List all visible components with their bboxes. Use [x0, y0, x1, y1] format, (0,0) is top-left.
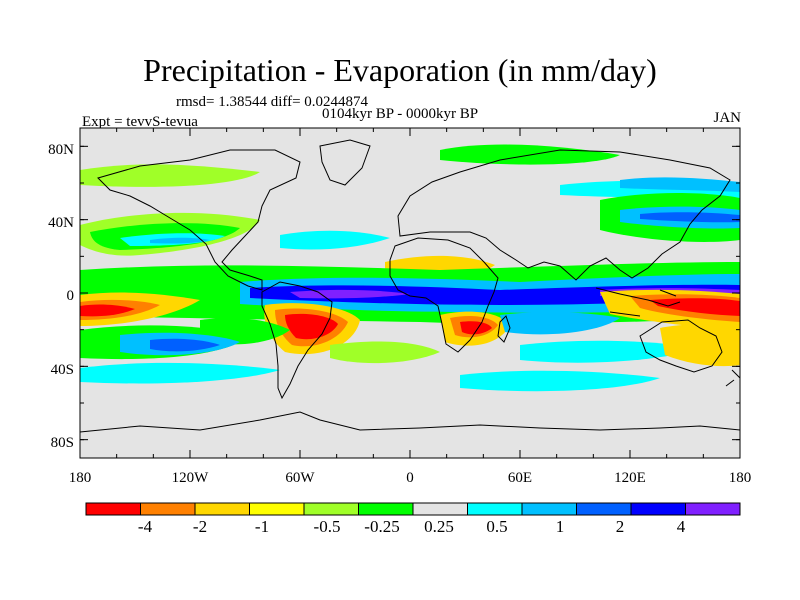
- coastline-south-america: [261, 281, 333, 400]
- colorbar-box: [576, 502, 632, 516]
- colorbar-box: [140, 502, 196, 516]
- coastline-indonesia: [595, 287, 681, 317]
- x-tick-label: 120W: [172, 470, 210, 486]
- colorbar-box: [685, 502, 741, 516]
- pe-patch: [150, 237, 210, 244]
- pe-field: [80, 144, 740, 392]
- coastline-greenland: [319, 139, 371, 186]
- experiment-label: Expt = tevvS-tevua: [82, 114, 198, 130]
- coastline-north-america: [97, 149, 301, 291]
- colorbar-box: [467, 502, 523, 516]
- period-subtitle: 0104kyr BP - 0000kyr BP: [322, 106, 479, 122]
- colorbar-box: [85, 502, 141, 516]
- colorbar-box: [194, 502, 250, 516]
- x-tick-label: 120E: [614, 470, 646, 486]
- coastline-eurasia: [397, 149, 731, 281]
- stats-subtitle: rmsd= 1.38544 diff= 0.0244874: [176, 94, 369, 110]
- colorbar-box: [412, 502, 468, 516]
- pe-patch: [290, 289, 410, 299]
- colorbar-label: 1: [556, 517, 565, 536]
- pe-patch: [330, 341, 440, 364]
- y-tick-label: 80S: [51, 435, 74, 451]
- y-tick-label: 0: [67, 288, 75, 304]
- pe-patch: [500, 312, 620, 335]
- x-tick-label: 180: [69, 470, 92, 486]
- month-label: JAN: [713, 110, 741, 126]
- colorbar-label: -0.25: [364, 517, 399, 536]
- colorbar: [85, 502, 741, 516]
- coastline-madagascar: [497, 315, 511, 343]
- pe-patch: [80, 362, 280, 384]
- pe-patch: [150, 338, 220, 352]
- y-tick-label: 80N: [48, 142, 74, 158]
- x-tick-label: 60E: [508, 470, 532, 486]
- colorbar-label: 0.5: [486, 517, 507, 536]
- axis-ticks: [79, 128, 741, 458]
- coastline-africa: [389, 237, 499, 353]
- pe-patch: [80, 304, 135, 317]
- coastline-new-zealand: [725, 369, 740, 387]
- colorbar-box: [358, 502, 414, 516]
- colorbar-label: -4: [138, 517, 153, 536]
- colorbar-box: [249, 502, 305, 516]
- coastlines: [80, 139, 740, 433]
- pe-patch: [280, 230, 390, 250]
- pe-patch: [460, 321, 492, 335]
- pe-patch: [285, 313, 338, 340]
- coastline-antarctica: [80, 411, 740, 433]
- y-tick-label: 40N: [48, 215, 74, 231]
- pe-patch: [640, 212, 740, 223]
- pe-patch: [460, 370, 660, 392]
- colorbar-box: [521, 502, 577, 516]
- y-tick-label: 40S: [51, 362, 74, 378]
- pe-patch: [620, 177, 740, 192]
- plot-title: Precipitation - Evaporation (in mm/day): [143, 52, 657, 88]
- x-tick-label: 60W: [285, 470, 315, 486]
- colorbar-box: [630, 502, 686, 516]
- pe-patch: [660, 324, 740, 367]
- x-tick-label: 0: [406, 470, 414, 486]
- colorbar-label: 4: [677, 517, 686, 536]
- colorbar-label: 0.25: [424, 517, 454, 536]
- colorbar-label: 2: [616, 517, 625, 536]
- colorbar-label: -0.5: [314, 517, 341, 536]
- x-tick-label: 180: [729, 470, 752, 486]
- pe-patch: [650, 298, 740, 316]
- colorbar-label: -2: [193, 517, 207, 536]
- colorbar-label: -1: [255, 517, 269, 536]
- colorbar-box: [303, 502, 359, 516]
- coastline-australia: [639, 319, 723, 373]
